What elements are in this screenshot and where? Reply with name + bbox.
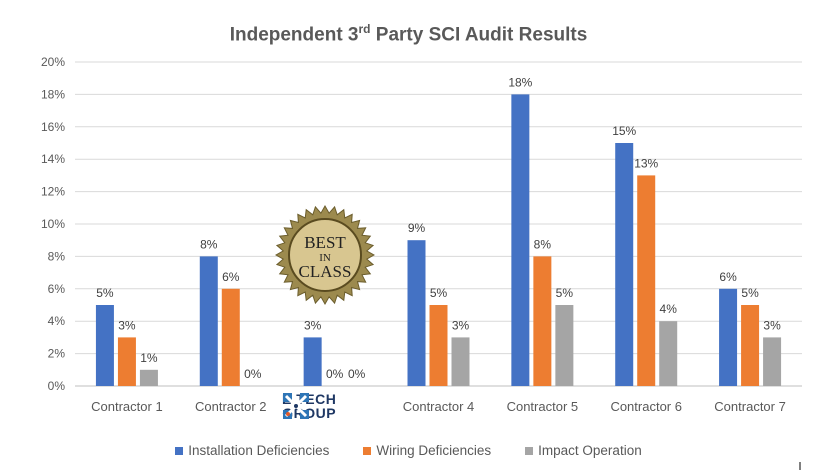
legend-label: Installation Deficiencies xyxy=(188,443,330,458)
bar-wiring-deficiencies xyxy=(533,256,552,386)
bar-impact-operation xyxy=(451,337,470,386)
x-tick-label: Contractor 1 xyxy=(91,399,163,414)
data-label: 6% xyxy=(719,270,737,284)
data-label: 1% xyxy=(140,351,158,365)
data-label: 18% xyxy=(508,75,532,89)
data-label: 4% xyxy=(660,302,678,316)
bar-installation-deficiencies xyxy=(407,240,426,386)
legend-swatch xyxy=(525,446,534,455)
y-tick-label: 4% xyxy=(48,314,66,328)
data-label: 5% xyxy=(741,286,759,300)
bar-installation-deficiencies xyxy=(303,337,322,386)
legend-swatch xyxy=(363,446,372,455)
data-label: 5% xyxy=(556,286,574,300)
data-label: 0% xyxy=(244,367,262,381)
x-tick-label: Contractor 7 xyxy=(714,399,786,414)
legend-label: Wiring Deficiencies xyxy=(376,443,492,458)
legend-item: Installation Deficiencies xyxy=(175,443,329,458)
y-tick-label: 12% xyxy=(41,185,65,199)
x-tick-label: Contractor 4 xyxy=(403,399,475,414)
data-label: 3% xyxy=(304,318,322,332)
svg-text:CLASS: CLASS xyxy=(299,262,352,281)
svg-text:BEST: BEST xyxy=(304,233,346,252)
data-label: 3% xyxy=(118,318,136,332)
bar-wiring-deficiencies xyxy=(741,305,760,386)
x-tick-label: Contractor 2 xyxy=(195,399,267,414)
data-label: 15% xyxy=(612,124,636,138)
legend-label: Impact Operation xyxy=(538,443,642,458)
bar-installation-deficiencies xyxy=(511,94,530,387)
y-tick-label: 18% xyxy=(41,87,65,101)
bar-installation-deficiencies xyxy=(615,143,634,386)
y-tick-label: 0% xyxy=(48,379,66,393)
bar-installation-deficiencies xyxy=(199,256,218,386)
svg-text:IN: IN xyxy=(319,252,331,264)
bar-impact-operation xyxy=(763,337,782,386)
data-label: 8% xyxy=(534,237,552,251)
legend-swatch xyxy=(175,446,184,455)
data-label: 9% xyxy=(408,221,426,235)
data-label: 3% xyxy=(763,318,781,332)
data-label: 5% xyxy=(96,286,114,300)
bar-wiring-deficiencies xyxy=(117,337,136,386)
data-label: 0% xyxy=(326,367,344,381)
etech-logo-icon xyxy=(283,393,309,419)
x-tick-label: Contractor 6 xyxy=(610,399,682,414)
best-in-class-badge: BEST IN CLASS xyxy=(275,205,375,305)
data-label: 8% xyxy=(200,237,218,251)
bar-wiring-deficiencies xyxy=(221,288,240,386)
legend-item: Wiring Deficiencies xyxy=(363,443,491,458)
etech-group-logo: E TECH GROUP xyxy=(282,391,337,421)
data-label: 0% xyxy=(348,367,366,381)
bar-impact-operation xyxy=(139,369,158,386)
data-label: 5% xyxy=(430,286,448,300)
y-tick-label: 20% xyxy=(41,55,65,69)
bar-installation-deficiencies xyxy=(95,305,114,386)
data-label: 13% xyxy=(634,156,658,170)
data-label: 3% xyxy=(452,318,470,332)
legend: Installation Deficiencies Wiring Deficien… xyxy=(0,443,817,458)
y-tick-label: 10% xyxy=(41,217,65,231)
y-tick-label: 8% xyxy=(48,249,66,263)
y-tick-label: 14% xyxy=(41,152,65,166)
y-tick-label: 2% xyxy=(48,347,66,361)
bar-wiring-deficiencies xyxy=(429,305,448,386)
bar-wiring-deficiencies xyxy=(637,175,656,386)
chart-title: Independent 3rd Party SCI Audit Results xyxy=(229,22,588,46)
legend-item: Impact Operation xyxy=(525,443,642,458)
bar-impact-operation xyxy=(659,321,678,386)
data-label: 6% xyxy=(222,270,240,284)
y-tick-label: 16% xyxy=(41,120,65,134)
bar-impact-operation xyxy=(555,305,574,386)
x-tick-label: Contractor 5 xyxy=(507,399,579,414)
y-tick-label: 6% xyxy=(48,282,66,296)
bar-installation-deficiencies xyxy=(719,288,738,386)
